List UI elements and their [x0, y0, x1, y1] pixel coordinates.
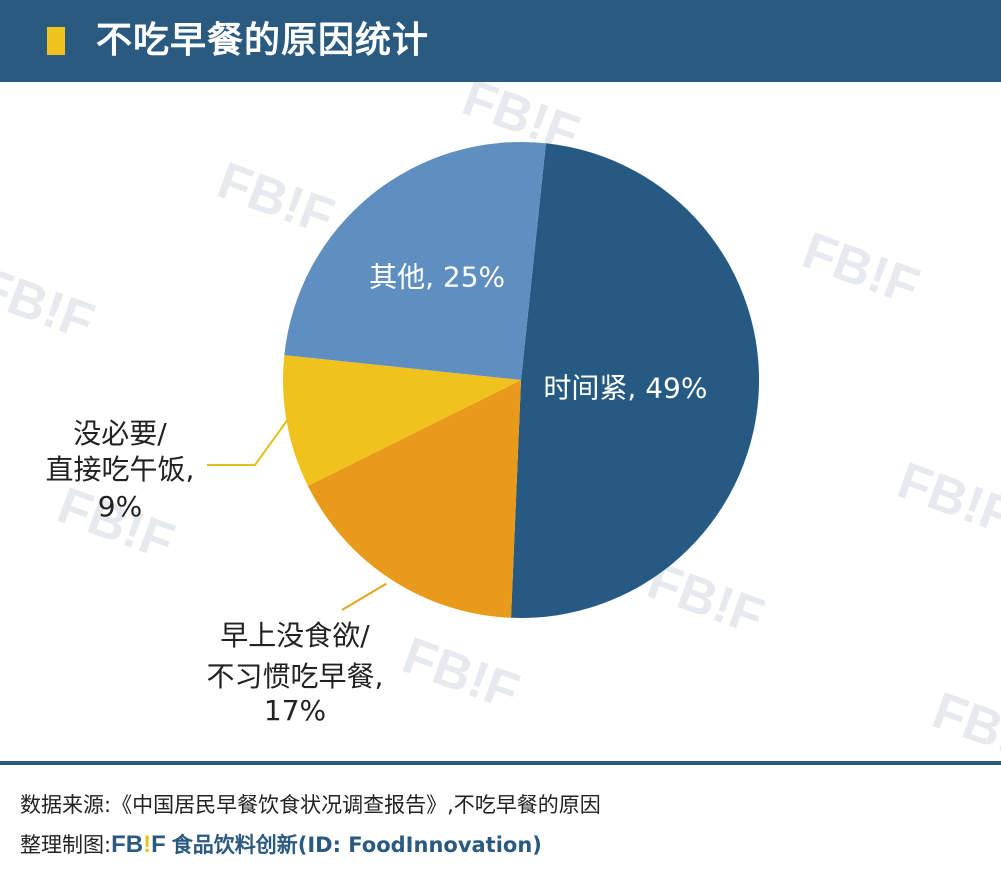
watermark-2: FB!F [0, 257, 101, 352]
header-accent-block [47, 27, 65, 55]
pie-slice-1 [307, 380, 521, 618]
leader-line-1 [341, 582, 387, 611]
credit-line: 整理制图:FB!F 食品饮料创新(ID: FoodInnovation) [20, 825, 601, 865]
pie-label-1-line-2: 17% [264, 694, 326, 727]
watermark-7: FB!F [395, 627, 526, 722]
pie-slice-0 [511, 143, 760, 619]
leader-lines [207, 417, 387, 611]
brand-logo-bang: ! [143, 831, 152, 858]
leader-line-2 [207, 417, 290, 466]
pie-label-1-line-0: 早上没食欲/ [220, 619, 370, 652]
watermark-4: FB!F [890, 452, 1001, 547]
pie-chart: FB!FFB!FFB!F FB!FFB!FFB!FFB!FFB!FFB!F 时间紧… [0, 82, 1001, 761]
pie-label-0: 时间紧, 49% [543, 372, 707, 405]
brand-logo-b: F [151, 831, 166, 858]
footer: 数据来源:《中国居民早餐饮食状况调查报告》,不吃早餐的原因 整理制图:FB!F 食… [20, 785, 601, 865]
brand-name-cn: 食品饮料创新 [171, 833, 298, 857]
brand-logo-a: FB [111, 831, 144, 858]
pie-labels: 时间紧, 49% 其他, 25% 早上没食欲/不习惯吃早餐,17% 没必要/直接吃午饭… [46, 260, 708, 727]
brand-id: (ID: FoodInnovation) [297, 833, 542, 857]
pie-label-3: 其他, 25% [369, 260, 505, 293]
brand-logo: FB!F [111, 831, 166, 858]
header-bar: 不吃早餐的原因统计 [0, 0, 1001, 82]
credit-prefix: 整理制图: [20, 833, 112, 857]
page-title: 不吃早餐的原因统计 [96, 20, 430, 61]
pie-label-2-line-2: 9% [98, 490, 142, 523]
pie-label-1-line-1: 不习惯吃早餐, [207, 660, 384, 693]
pie-label-2-line-0: 没必要/ [73, 417, 167, 450]
watermark-8: FB!F [925, 682, 1001, 761]
footer-divider [0, 761, 1001, 765]
watermark-3: FB!F [795, 222, 926, 317]
source-note: 数据来源:《中国居民早餐饮食状况调查报告》,不吃早餐的原因 [20, 793, 601, 817]
pie-slices [282, 141, 760, 619]
watermark-1: FB!F [210, 152, 341, 247]
pie-label-2-line-1: 直接吃午饭, [46, 453, 195, 486]
pie-slice-2 [282, 355, 521, 486]
pie-slice-3 [284, 141, 546, 380]
